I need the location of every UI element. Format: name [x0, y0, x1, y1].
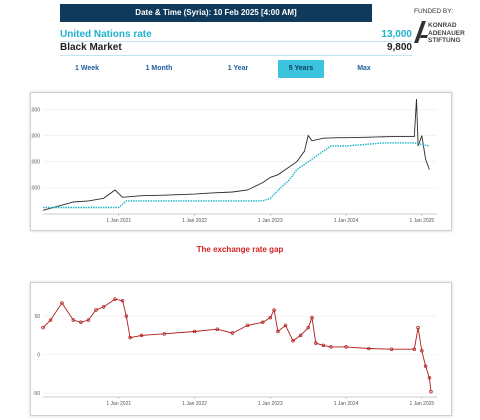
data-point: [344, 345, 348, 349]
data-point: [260, 320, 265, 325]
funding-label: FUNDED BY:: [414, 8, 454, 15]
tab-1-year[interactable]: 1 Year: [227, 65, 249, 72]
tab-5-years[interactable]: 5 Years: [278, 60, 324, 78]
black-market-label: Black Market: [60, 42, 122, 53]
data-point: [427, 375, 432, 380]
x-tick-label: 1 Jan 2023: [258, 218, 283, 224]
data-point: [120, 298, 125, 303]
data-point: [321, 343, 326, 348]
tab-max[interactable]: Max: [357, 65, 371, 72]
data-point: [423, 364, 428, 368]
x-tick-label: 1 Jan 2022: [182, 218, 207, 224]
exchange-rate-chart: 20,000 15,000 10,000 5,000 1 Jan 2021 1 Jan 2…: [30, 92, 452, 231]
data-point: [113, 297, 117, 301]
data-point: [101, 305, 106, 309]
data-point: [420, 349, 424, 353]
data-point: [48, 318, 53, 322]
data-point: [71, 318, 76, 322]
data-point: [94, 308, 98, 312]
exchange-rate-svg: 20,000 15,000 10,000 5,000 1 Jan 2021 1 Jan 2…: [31, 98, 437, 224]
data-point: [314, 341, 318, 345]
black-market-row: Black Market 9,800: [60, 42, 412, 56]
data-point: [139, 333, 144, 338]
data-point: [298, 333, 303, 338]
x-tick-label: 1 Jan 2021: [106, 218, 131, 224]
data-point: [86, 318, 91, 322]
tab-1-month[interactable]: 1 Month: [145, 65, 173, 72]
x-tick-label: 1 Jan 2021: [106, 401, 131, 407]
data-point: [60, 301, 64, 305]
data-point: [230, 331, 235, 335]
series-line: [42, 98, 430, 211]
data-point: [162, 332, 166, 336]
y-tick-label: 10,000: [31, 160, 40, 166]
divider: [60, 55, 412, 56]
data-point: [124, 314, 129, 318]
data-point: [412, 347, 417, 351]
y-tick-label: 0: [37, 352, 40, 358]
data-point: [291, 339, 295, 343]
data-point: [416, 325, 420, 330]
funding-org: KONRAD ADENAUER STIFTUNG: [428, 22, 465, 44]
series-line: [43, 142, 430, 209]
x-tick-label: 1 Jan 2022: [182, 401, 207, 407]
data-point: [283, 323, 288, 328]
data-point: [276, 329, 280, 334]
un-rate-label: United Nations rate: [60, 29, 152, 40]
x-tick-label: 1 Jan 2025: [409, 218, 434, 224]
un-rate-row: United Nations rate 13,000: [60, 29, 412, 43]
un-rate-value: 13,000: [381, 29, 412, 40]
data-point: [329, 345, 333, 349]
y-tick-label: 20,000: [31, 107, 40, 113]
data-point: [192, 329, 197, 334]
y-tick-label: 50: [34, 314, 40, 320]
range-tabs: 1 Week 1 Month 1 Year 5 Years Max: [60, 60, 412, 78]
divider: [60, 41, 412, 42]
black-market-value: 9,800: [386, 42, 412, 53]
data-point: [429, 389, 433, 394]
tab-1-week[interactable]: 1 Week: [75, 65, 99, 72]
data-point: [41, 325, 45, 330]
data-point: [245, 323, 250, 328]
rate-gap-chart: 50 0 -50 1 Jan 2021 1 Jan 2022 1 Jan 2023 1 Ja…: [30, 282, 452, 416]
y-tick-label: 5,000: [31, 186, 40, 192]
data-point: [367, 346, 371, 351]
data-point: [79, 320, 83, 325]
gap-chart-title: The exchange rate gap: [196, 245, 284, 254]
data-point: [310, 315, 314, 320]
x-tick-label: 1 Jan 2023: [258, 401, 283, 407]
x-tick-label: 1 Jan 2024: [334, 218, 359, 224]
y-tick-label: -50: [33, 391, 40, 397]
datetime-banner: Date & Time (Syria): 10 Feb 2025 [4:00 A…: [60, 4, 372, 22]
data-point: [215, 327, 220, 331]
x-tick-label: 1 Jan 2024: [334, 401, 359, 407]
kas-logo-icon: [414, 21, 428, 43]
series-line: [42, 298, 432, 392]
data-point: [389, 347, 394, 351]
x-tick-label: 1 Jan 2025: [409, 401, 434, 407]
rate-gap-svg: 50 0 -50 1 Jan 2021 1 Jan 2022 1 Jan 2023 1 Ja…: [33, 297, 437, 407]
y-tick-label: 15,000: [31, 133, 40, 139]
data-point: [128, 335, 132, 340]
data-point: [268, 315, 273, 320]
data-point: [306, 325, 310, 330]
data-point: [272, 308, 276, 312]
